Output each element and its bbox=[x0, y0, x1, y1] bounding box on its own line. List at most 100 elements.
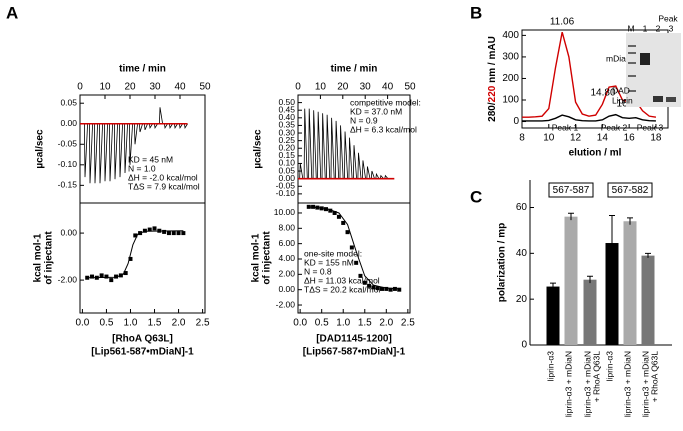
x-tick-label: 12 bbox=[570, 133, 582, 144]
error-bar bbox=[645, 252, 651, 258]
x-tick-label: 1.0 bbox=[124, 318, 138, 329]
injection-peak bbox=[335, 120, 340, 179]
injection-peak bbox=[109, 123, 113, 182]
peak-name: Peak 3 bbox=[637, 122, 664, 132]
injection-peak bbox=[357, 152, 362, 179]
x-tick-label: 0.0 bbox=[293, 318, 307, 329]
y-tick-label: 20 bbox=[516, 294, 528, 305]
y-tick-label: 60 bbox=[516, 202, 528, 213]
error-bar bbox=[609, 215, 615, 271]
y-axis-label-part: 220 bbox=[487, 85, 498, 102]
data-point bbox=[152, 226, 157, 231]
injection-peak bbox=[317, 111, 322, 179]
y-tick-label: 400 bbox=[502, 30, 519, 41]
annotation: N = 1.0 bbox=[128, 163, 156, 173]
group-box bbox=[548, 182, 594, 198]
x-axis-label: time / min bbox=[331, 64, 378, 75]
x-axis-label: [DAD1145-1200] bbox=[316, 334, 392, 345]
x-axis-label: elution / ml bbox=[569, 148, 622, 159]
inset-label: Peak bbox=[658, 13, 678, 23]
error-bar bbox=[568, 212, 574, 221]
data-point bbox=[166, 231, 171, 236]
y-tick-label: 0.00 bbox=[278, 284, 295, 294]
annotation: KD = 37.0 nM bbox=[350, 106, 402, 116]
y-tick-label: 0.40 bbox=[278, 112, 295, 122]
x-tick-label: liprin-α3 + mDiaN bbox=[582, 351, 592, 417]
bar bbox=[564, 216, 578, 345]
data-point bbox=[109, 278, 114, 283]
gel-band bbox=[653, 96, 663, 102]
error-bar bbox=[550, 282, 556, 290]
data-point bbox=[367, 283, 372, 288]
inset-label: Liprin bbox=[612, 95, 633, 105]
x-tick-label: 0.5 bbox=[99, 318, 113, 329]
x-tick-label: 0 bbox=[295, 82, 301, 93]
y-tick-label: 2.00 bbox=[278, 269, 295, 279]
data-point bbox=[358, 273, 363, 278]
inset-label: M bbox=[627, 23, 634, 33]
injection-peak bbox=[379, 174, 384, 179]
data-point bbox=[123, 271, 128, 276]
y-tick-label: 100 bbox=[502, 95, 519, 106]
y-tick-label: -0.05 bbox=[58, 139, 78, 149]
y-tick-label: 0.00 bbox=[278, 173, 295, 183]
injection-peak bbox=[179, 123, 183, 129]
x-tick-label: 1.5 bbox=[358, 318, 372, 329]
y-tick-label: 0.05 bbox=[60, 97, 77, 107]
series-line bbox=[522, 113, 656, 122]
injection-peak bbox=[344, 131, 349, 179]
injection-peak bbox=[312, 110, 317, 179]
data-point bbox=[118, 273, 123, 278]
injection-peak bbox=[124, 123, 128, 174]
x-tick-label: 18 bbox=[650, 133, 662, 144]
x-tick-label: 30 bbox=[360, 82, 372, 93]
y-tick-label: 6.00 bbox=[278, 238, 295, 248]
annotation: TΔS = 7.9 kcal/mol bbox=[128, 181, 200, 191]
injection-peak bbox=[84, 123, 88, 178]
y-axis-label: µcal/sec bbox=[253, 129, 264, 169]
y-tick-label: -0.10 bbox=[58, 159, 78, 169]
x-tick-label: 0.5 bbox=[315, 318, 329, 329]
y-axis-label: kcal mol-1 bbox=[251, 233, 262, 282]
y-axis-label: polarization / mp bbox=[497, 223, 508, 302]
data-point bbox=[142, 228, 147, 233]
x-tick-label: 50 bbox=[199, 82, 211, 93]
inset-label: DAD bbox=[612, 85, 630, 95]
injection-peak bbox=[169, 123, 173, 129]
data-point bbox=[341, 220, 346, 225]
x-axis-label: [Lip567-587•mDiaN]-1 bbox=[303, 347, 406, 358]
injection-peak bbox=[94, 123, 98, 184]
x-tick-label: 20 bbox=[337, 82, 349, 93]
y-tick-label: 0.20 bbox=[278, 142, 295, 152]
group-box bbox=[607, 182, 653, 198]
data-point bbox=[397, 287, 402, 292]
data-point bbox=[133, 233, 138, 238]
data-point bbox=[181, 231, 186, 236]
data-point bbox=[328, 208, 333, 213]
y-tick-label: 0.45 bbox=[278, 104, 295, 114]
bar bbox=[583, 279, 597, 345]
injection-peak bbox=[370, 170, 375, 179]
x-tick-label: 1.0 bbox=[336, 318, 350, 329]
injection-peak bbox=[139, 123, 143, 133]
data-point bbox=[171, 231, 176, 236]
y-tick-label: -0.15 bbox=[58, 180, 78, 190]
data-point bbox=[128, 256, 133, 261]
injection-peak bbox=[104, 123, 108, 182]
bar bbox=[605, 243, 619, 345]
data-point bbox=[306, 204, 311, 209]
injection-peak bbox=[326, 114, 331, 179]
y-axis-label: 280/220 nm / mAU bbox=[487, 36, 498, 122]
injection-peak bbox=[299, 163, 304, 179]
y-tick-label: -2.00 bbox=[58, 274, 78, 284]
x-axis-label: time / min bbox=[119, 64, 166, 75]
y-tick-label: 0.15 bbox=[278, 150, 295, 160]
y-axis-label-part: 280/ bbox=[487, 102, 498, 122]
data-point bbox=[332, 210, 337, 215]
y-tick-label: 8.00 bbox=[278, 223, 295, 233]
data-point bbox=[384, 286, 389, 291]
injection-peak bbox=[164, 123, 168, 129]
y-tick-label: 0 bbox=[513, 116, 519, 127]
y-tick-label: 0.00 bbox=[60, 118, 77, 128]
panel-letter: B bbox=[470, 3, 482, 22]
